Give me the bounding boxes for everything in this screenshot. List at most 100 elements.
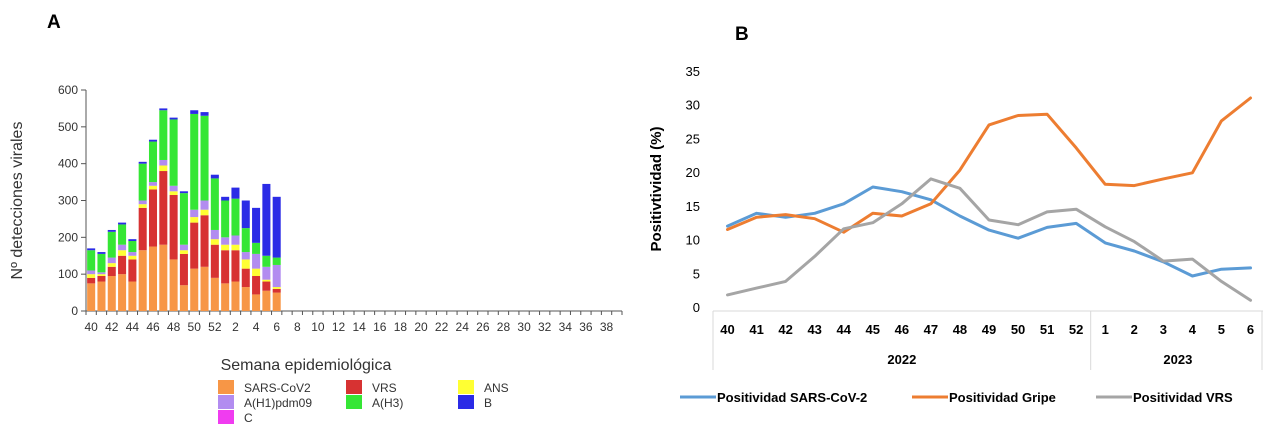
legend-swatch-ans bbox=[458, 380, 474, 394]
bar-vrs-week-51 bbox=[200, 215, 209, 267]
bar-ans-week-40 bbox=[87, 274, 96, 278]
legend-label-vrs: VRS bbox=[372, 381, 397, 395]
panel-b-label: B bbox=[735, 24, 749, 45]
x-category-label: 40 bbox=[720, 322, 734, 337]
bar-a-h1-pdm09-week-52 bbox=[210, 229, 219, 240]
bar-vrs-week-50 bbox=[190, 222, 199, 269]
bar-vrs-week-1 bbox=[221, 250, 230, 284]
bar-a-h3-week-1 bbox=[221, 200, 230, 238]
bar-sars-cov2-week-5 bbox=[262, 290, 271, 311]
bar-ans-week-47 bbox=[159, 165, 168, 172]
x-tick-label: 6 bbox=[273, 320, 280, 334]
bar-sars-cov2-week-41 bbox=[97, 281, 106, 311]
x-tick-label: 38 bbox=[600, 320, 614, 334]
bar-b-week-51 bbox=[200, 112, 209, 116]
legend-swatch-sars-cov2 bbox=[218, 380, 234, 394]
x-category-label: 45 bbox=[866, 322, 880, 337]
bar-ans-week-42 bbox=[107, 263, 116, 267]
panel-a-label: A bbox=[47, 12, 61, 33]
bar-vrs-week-40 bbox=[87, 277, 96, 284]
x-tick-label: 14 bbox=[352, 320, 366, 334]
x-tick-label: 12 bbox=[332, 320, 346, 334]
bar-b-week-49 bbox=[179, 191, 188, 194]
bar-sars-cov2-week-2 bbox=[231, 281, 240, 311]
bar-vrs-week-2 bbox=[231, 250, 240, 282]
bar-a-h3-week-43 bbox=[118, 224, 127, 245]
bar-b-week-46 bbox=[148, 139, 158, 142]
x-category-label: 52 bbox=[1069, 322, 1083, 337]
y-tick-label: 20 bbox=[686, 165, 700, 180]
bar-a-h1-pdm09-week-49 bbox=[179, 244, 188, 251]
bar-sars-cov2-week-40 bbox=[87, 283, 96, 311]
bar-vrs-week-6 bbox=[272, 288, 281, 293]
bar-b-week-48 bbox=[169, 117, 178, 120]
x-tick-label: 42 bbox=[105, 320, 119, 334]
bar-vrs-week-46 bbox=[148, 189, 158, 247]
bar-ans-week-46 bbox=[148, 185, 158, 190]
legend-label-b: B bbox=[484, 396, 492, 410]
bar-a-h3-week-45 bbox=[138, 163, 147, 201]
bar-a-h1-pdm09-week-5 bbox=[262, 266, 271, 280]
bar-sars-cov2-week-42 bbox=[107, 276, 116, 311]
x-tick-label: 32 bbox=[538, 320, 552, 334]
y-tick-label: 25 bbox=[686, 131, 700, 146]
x-tick-label: 36 bbox=[579, 320, 593, 334]
bar-a-h3-week-48 bbox=[169, 119, 178, 186]
bar-b-week-4 bbox=[252, 207, 261, 243]
bar-a-h1-pdm09-week-48 bbox=[169, 185, 178, 192]
bar-a-h1-pdm09-week-51 bbox=[200, 200, 209, 210]
bar-ans-week-52 bbox=[210, 239, 219, 245]
bar-a-h1-pdm09-week-42 bbox=[107, 257, 116, 264]
bar-a-h1-pdm09-week-4 bbox=[252, 253, 261, 269]
y-axis-title: Positivtividad (%) bbox=[648, 126, 665, 251]
bar-a-h3-week-46 bbox=[148, 141, 158, 183]
bar-sars-cov2-week-48 bbox=[169, 259, 178, 311]
bar-a-h1-pdm09-week-2 bbox=[231, 235, 240, 245]
bar-a-h1-pdm09-week-45 bbox=[138, 200, 147, 205]
x-tick-label: 50 bbox=[188, 320, 202, 334]
legend-label-a-h1-pdm09: A(H1)pdm09 bbox=[244, 396, 312, 410]
legend-label-ans: ANS bbox=[484, 381, 509, 395]
bar-b-week-6 bbox=[272, 196, 281, 258]
x-category-label: 42 bbox=[778, 322, 792, 337]
x-tick-label: 10 bbox=[311, 320, 325, 334]
bar-ans-week-43 bbox=[118, 250, 127, 256]
bar-a-h3-week-42 bbox=[107, 231, 116, 258]
bar-b-week-42 bbox=[107, 229, 116, 232]
x-category-label: 46 bbox=[895, 322, 909, 337]
bar-ans-week-4 bbox=[252, 268, 261, 277]
x-tick-label: 20 bbox=[414, 320, 428, 334]
y-tick-label: 100 bbox=[58, 267, 78, 281]
x-tick-label: 18 bbox=[394, 320, 408, 334]
bar-sars-cov2-week-46 bbox=[148, 246, 158, 311]
bar-sars-cov2-week-3 bbox=[241, 287, 250, 311]
bar-vrs-week-43 bbox=[118, 255, 127, 275]
bar-a-h1-pdm09-week-43 bbox=[118, 244, 127, 251]
bar-a-h1-pdm09-week-1 bbox=[221, 237, 230, 245]
bar-a-h3-week-50 bbox=[190, 113, 199, 210]
y-tick-label: 200 bbox=[58, 230, 78, 244]
bar-b-week-3 bbox=[241, 200, 250, 229]
x-category-label: 43 bbox=[807, 322, 821, 337]
legend-swatch-vrs bbox=[346, 380, 362, 394]
x-category-label: 44 bbox=[837, 322, 852, 337]
y-tick-label: 15 bbox=[686, 199, 700, 214]
x-tick-label: 8 bbox=[294, 320, 301, 334]
bar-vrs-week-5 bbox=[262, 281, 271, 291]
bar-sars-cov2-week-51 bbox=[200, 266, 209, 311]
x-category-label: 5 bbox=[1218, 322, 1225, 337]
x-tick-label: 16 bbox=[373, 320, 387, 334]
bar-b-week-44 bbox=[128, 239, 137, 242]
bar-b-week-43 bbox=[118, 222, 127, 225]
legend-swatch-a-h3 bbox=[346, 395, 362, 409]
y-tick-label: 10 bbox=[686, 233, 700, 248]
bar-vrs-week-42 bbox=[107, 266, 116, 277]
bar-ans-week-50 bbox=[190, 217, 199, 223]
bar-b-week-52 bbox=[210, 174, 219, 179]
bar-ans-week-41 bbox=[97, 274, 106, 277]
bar-b-week-47 bbox=[159, 108, 168, 111]
bar-b-week-41 bbox=[97, 252, 106, 254]
x-tick-label: 34 bbox=[559, 320, 573, 334]
bar-a-h1-pdm09-week-40 bbox=[87, 270, 96, 275]
